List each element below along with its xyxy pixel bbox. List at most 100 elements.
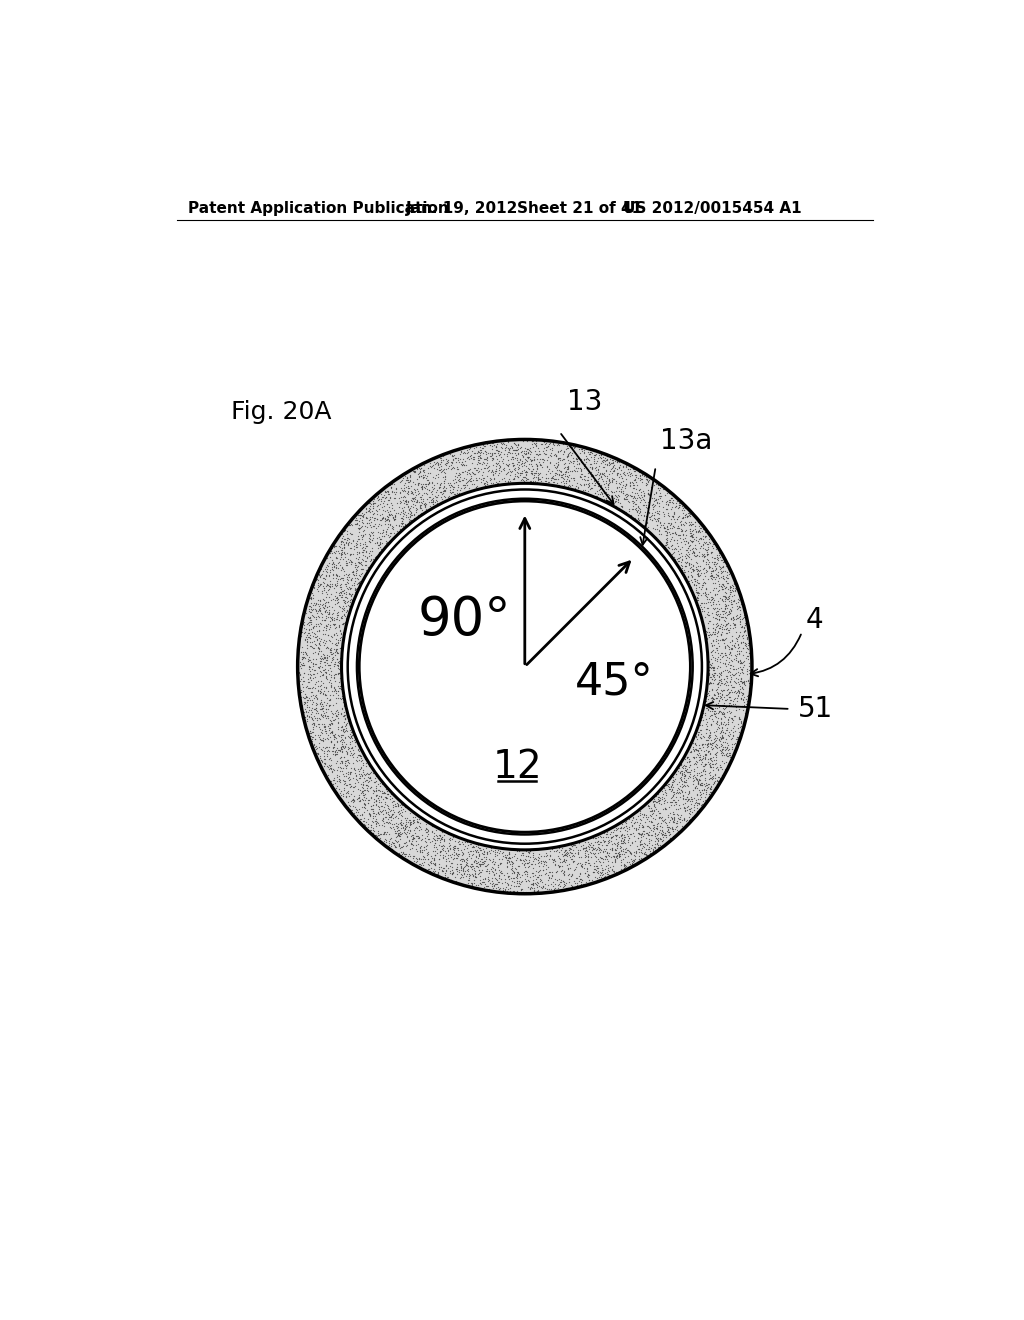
Point: [387, 504, 403, 525]
Point: [501, 441, 517, 462]
Point: [725, 610, 741, 631]
Point: [625, 807, 641, 828]
Point: [507, 459, 523, 480]
Point: [333, 577, 349, 598]
Point: [344, 725, 360, 746]
Point: [641, 496, 657, 517]
Point: [601, 865, 617, 886]
Point: [632, 830, 648, 851]
Point: [359, 793, 376, 814]
Point: [705, 566, 721, 587]
Point: [676, 762, 692, 783]
Point: [563, 849, 580, 870]
Point: [532, 851, 549, 873]
Point: [714, 734, 730, 755]
Point: [672, 776, 688, 797]
Point: [646, 795, 663, 816]
Point: [465, 837, 481, 858]
Point: [692, 788, 709, 809]
Point: [652, 524, 669, 545]
Point: [311, 599, 328, 620]
Point: [354, 780, 371, 801]
Point: [514, 447, 530, 469]
Point: [487, 862, 504, 883]
Point: [706, 669, 722, 690]
Point: [683, 741, 699, 762]
Point: [687, 552, 703, 573]
Point: [329, 700, 345, 721]
Point: [441, 828, 458, 849]
Point: [327, 536, 343, 557]
Point: [597, 459, 613, 480]
Point: [317, 705, 334, 726]
Point: [713, 743, 729, 764]
Point: [603, 490, 620, 511]
Point: [597, 447, 613, 469]
Point: [521, 458, 538, 479]
Point: [324, 626, 340, 647]
Point: [645, 474, 662, 495]
Point: [573, 451, 590, 473]
Point: [715, 615, 731, 636]
Point: [546, 471, 562, 492]
Point: [384, 796, 400, 817]
Point: [359, 548, 376, 569]
Point: [468, 845, 484, 866]
Point: [707, 556, 723, 577]
Point: [649, 829, 666, 850]
Point: [460, 858, 476, 879]
Point: [558, 845, 574, 866]
Point: [733, 688, 750, 709]
Point: [381, 830, 397, 851]
Point: [517, 444, 534, 465]
Point: [436, 486, 453, 507]
Point: [455, 861, 471, 882]
Point: [648, 785, 665, 807]
Point: [371, 484, 387, 506]
Point: [331, 615, 347, 636]
Point: [569, 450, 586, 471]
Point: [417, 494, 433, 515]
Point: [340, 591, 356, 612]
Point: [564, 442, 581, 463]
Point: [355, 796, 372, 817]
Point: [669, 533, 685, 554]
Point: [338, 750, 354, 771]
Point: [311, 682, 328, 704]
Point: [316, 598, 333, 619]
Point: [517, 449, 534, 470]
Point: [494, 862, 510, 883]
Point: [300, 606, 316, 627]
Point: [392, 841, 409, 862]
Point: [441, 480, 458, 502]
Point: [378, 807, 394, 828]
Point: [339, 543, 355, 564]
Point: [337, 618, 353, 639]
Point: [666, 508, 682, 529]
Text: 90°: 90°: [418, 594, 511, 647]
Point: [397, 814, 414, 836]
Point: [690, 725, 707, 746]
Point: [689, 587, 706, 609]
Point: [478, 858, 495, 879]
Point: [345, 752, 361, 774]
Point: [383, 833, 399, 854]
Point: [678, 747, 694, 768]
Point: [622, 828, 638, 849]
Point: [514, 463, 530, 484]
Point: [388, 832, 404, 853]
Point: [681, 809, 697, 830]
Point: [409, 817, 425, 838]
Point: [710, 770, 726, 791]
Point: [424, 820, 440, 841]
Point: [705, 591, 721, 612]
Point: [378, 482, 394, 503]
Point: [655, 810, 672, 832]
Point: [713, 733, 729, 754]
Point: [384, 473, 400, 494]
Point: [715, 721, 731, 742]
Point: [522, 444, 539, 465]
Point: [701, 681, 718, 702]
Point: [731, 722, 748, 743]
Point: [585, 442, 601, 463]
